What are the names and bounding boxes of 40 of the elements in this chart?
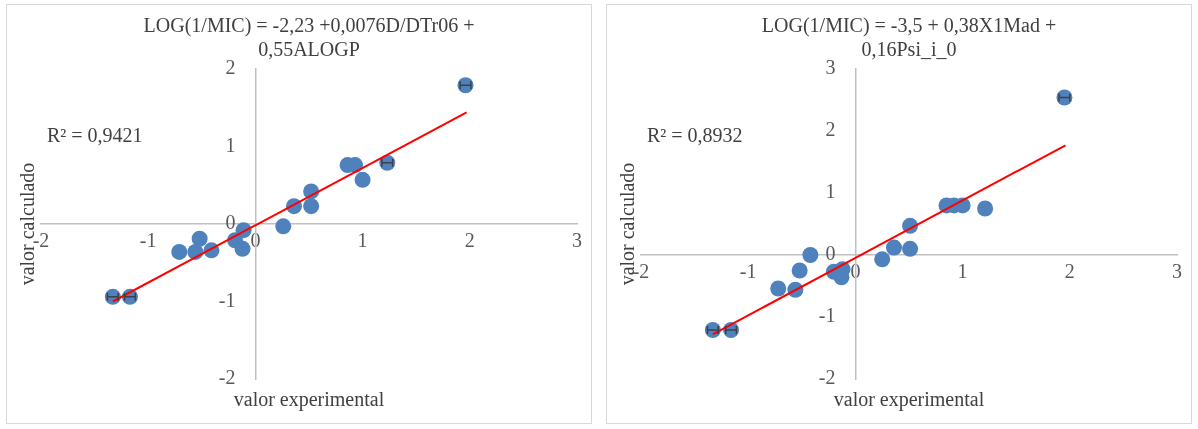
point — [977, 200, 994, 217]
point — [171, 243, 188, 260]
point — [121, 288, 138, 305]
point — [275, 218, 292, 235]
x-tick-label: 2 — [1064, 260, 1075, 283]
x-tick-label: 1 — [957, 260, 968, 283]
y-tick-label: 0 — [225, 211, 236, 234]
y-tick-label: -1 — [218, 288, 236, 311]
annotation: R² = 0,8932 — [647, 124, 743, 147]
y-tick-label: 2 — [825, 118, 836, 141]
x-tick-label: -1 — [139, 229, 157, 252]
point — [723, 322, 740, 339]
x-tick-label: 0 — [850, 260, 861, 283]
point — [303, 198, 320, 215]
x-tick-label: 1 — [357, 229, 368, 252]
point — [885, 239, 902, 256]
x-tick-label: 2 — [464, 229, 475, 252]
x-axis-title: valor experimental — [233, 388, 385, 412]
point — [902, 240, 919, 257]
point — [704, 322, 721, 339]
point — [791, 262, 808, 279]
point — [234, 240, 251, 257]
point — [874, 251, 891, 268]
y-tick-label: 1 — [825, 180, 836, 203]
point — [354, 171, 371, 188]
point — [802, 247, 819, 263]
y-tick-label: -2 — [818, 366, 836, 389]
x-tick-label: 3 — [1172, 260, 1182, 283]
y-tick-label: 1 — [225, 133, 236, 156]
x-tick-label: 0 — [250, 229, 261, 252]
y-tick-label: -2 — [218, 366, 236, 389]
annotation: R² = 0,9421 — [47, 124, 143, 147]
x-tick-label: -1 — [739, 260, 757, 283]
point — [770, 280, 787, 297]
point — [104, 288, 121, 305]
point — [379, 154, 396, 171]
x-tick-label: 3 — [572, 229, 582, 252]
x-axis-title: valor experimental — [833, 388, 985, 412]
y-tick-label: -1 — [818, 304, 836, 327]
point — [191, 230, 208, 247]
